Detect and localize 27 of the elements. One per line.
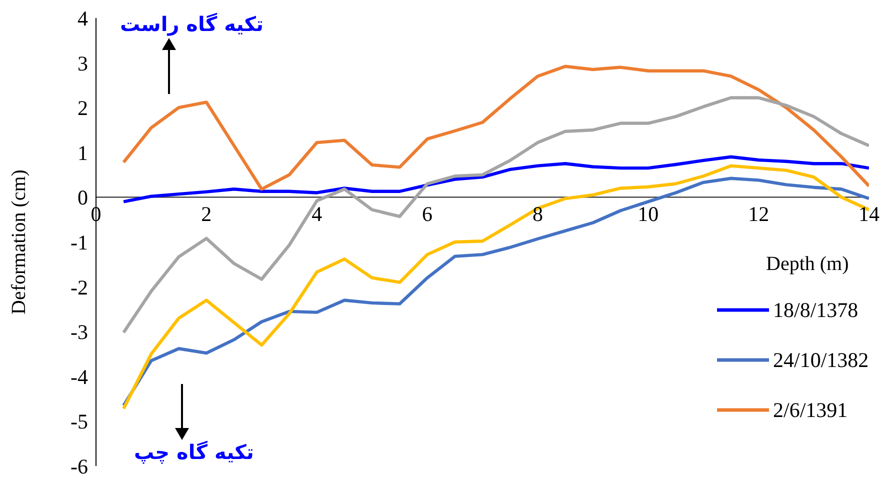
y-tick-label: -4 xyxy=(70,364,88,389)
x-tick-label: 8 xyxy=(532,202,543,226)
line-series xyxy=(122,155,869,204)
x-tick-label: 2 xyxy=(201,202,212,226)
y-axis-title: Deformation (cm) xyxy=(8,170,30,314)
y-tick-label: 0 xyxy=(78,186,88,210)
annotation: تکیه گاه راست xyxy=(120,12,264,36)
y-tick-label: -1 xyxy=(70,230,88,254)
y-tick-label: -3 xyxy=(70,320,88,344)
y-tick-label: 4 xyxy=(78,6,88,30)
y-tick-label: 2 xyxy=(78,96,88,120)
y-tick-label: 1 xyxy=(78,140,88,165)
legend-label: 24/10/1382 xyxy=(773,348,870,372)
legend-label: 2/6/1391 xyxy=(773,398,849,422)
x-tick-label: 12 xyxy=(748,202,770,226)
annotation: تکیه گاه چپ xyxy=(134,440,254,464)
x-tick-label: 6 xyxy=(422,202,433,226)
x-tick-label: 10 xyxy=(638,202,659,226)
y-tick-label: 3 xyxy=(78,51,88,76)
x-axis-title: Depth (m) xyxy=(766,253,849,276)
legend-label: 18/8/1378 xyxy=(773,298,860,322)
y-tick-label: -2 xyxy=(70,275,88,300)
line-series xyxy=(122,64,869,191)
x-tick-label: 4 xyxy=(312,202,323,226)
x-tick-label: 14 xyxy=(858,202,880,226)
y-tick-label: -6 xyxy=(70,454,88,478)
y-tick-label: -5 xyxy=(70,410,88,434)
